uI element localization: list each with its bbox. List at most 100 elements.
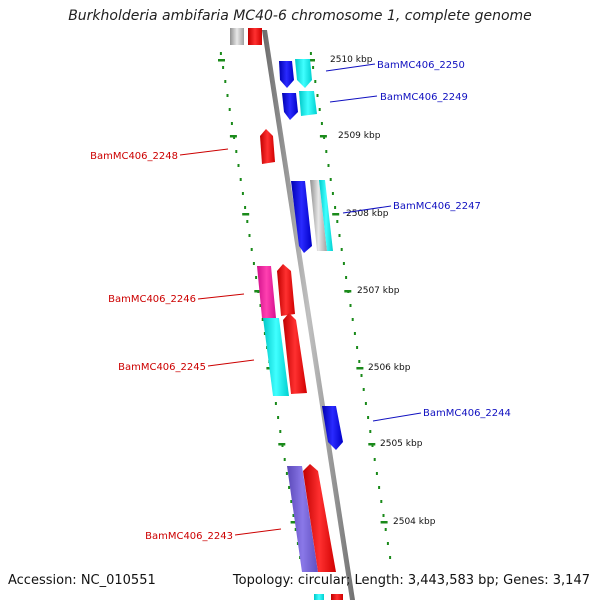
guide-dot — [226, 94, 229, 97]
guide-dot — [369, 430, 372, 433]
gene-2243-arrow[interactable] — [303, 464, 336, 572]
guide-dot — [246, 220, 249, 223]
guide-dot — [259, 304, 262, 307]
kbp-tick — [356, 367, 364, 370]
guide-dot — [239, 178, 242, 181]
kbp-labels: 2510 kbp 2509 kbp 2508 kbp 2507 kbp 2506… — [330, 55, 436, 527]
gene-label-2249[interactable]: BamMC406_2249 — [380, 92, 468, 103]
guide-dot — [279, 430, 282, 433]
gene-label-2244[interactable]: BamMC406_2244 — [423, 408, 511, 419]
guide-dot — [334, 206, 337, 209]
guide-dot — [340, 248, 343, 251]
guide-dot — [283, 458, 286, 461]
guide-dot — [356, 346, 359, 349]
guide-dot — [296, 542, 299, 545]
guide-dot — [362, 388, 365, 391]
gene-2250-arrow[interactable] — [279, 61, 294, 88]
gene-2247-arrow[interactable] — [291, 181, 312, 253]
kbp-label: 2508 kbp — [346, 209, 389, 219]
gene-features — [230, 28, 343, 600]
guide-dot — [325, 150, 328, 153]
guide-dot — [288, 486, 291, 489]
kbp-label: 2504 kbp — [393, 517, 436, 527]
kbp-tick — [332, 213, 340, 216]
guide-dot — [384, 528, 387, 531]
kbp-tick — [344, 290, 352, 293]
leader-2243 — [234, 528, 282, 536]
guide-dot — [237, 164, 240, 167]
guide-dot — [241, 192, 244, 195]
gene-label-2248[interactable]: BamMC406_2248 — [90, 151, 178, 162]
gene-2248-arrow[interactable] — [260, 129, 275, 164]
gene-label-2245[interactable]: BamMC406_2245 — [118, 362, 206, 373]
kbp-tick — [380, 521, 388, 524]
gene-partial-bottom-red[interactable] — [331, 594, 343, 600]
guide-dot — [342, 262, 345, 265]
guide-dot — [252, 262, 255, 265]
gene-2245-arrow[interactable] — [283, 313, 307, 394]
kbp-ticks — [218, 59, 388, 524]
kbp-label: 2506 kbp — [368, 363, 411, 373]
guide-dot — [294, 528, 297, 531]
guide-dot — [309, 52, 312, 55]
kbp-tick — [229, 135, 237, 138]
guide-dot — [277, 416, 280, 419]
kbp-tick — [242, 213, 250, 216]
gene-label-2243[interactable]: BamMC406_2243 — [145, 531, 233, 542]
guide-dot — [382, 514, 385, 517]
guide-dot — [274, 402, 277, 405]
gene-label-2246[interactable]: BamMC406_2246 — [108, 294, 196, 305]
gene-2244-arrow[interactable] — [322, 406, 343, 450]
kbp-tick — [254, 290, 262, 293]
guide-dot — [318, 108, 321, 111]
guide-dot — [386, 542, 389, 545]
guide-dot — [353, 332, 356, 335]
guide-dot — [228, 108, 231, 111]
leader-2247 — [342, 205, 392, 214]
gene-label-2247[interactable]: BamMC406_2247 — [393, 201, 481, 212]
guide-dot — [316, 94, 319, 97]
gene-2246-magenta[interactable] — [257, 266, 276, 318]
guide-dot — [290, 500, 293, 503]
kbp-tick — [218, 59, 225, 62]
gene-2245-cyan[interactable] — [263, 318, 289, 396]
guide-dot — [378, 486, 381, 489]
leader-2246 — [197, 293, 245, 300]
gene-leaders — [179, 63, 422, 536]
gene-2249-cyan[interactable] — [299, 91, 317, 116]
guide-dot — [360, 374, 363, 377]
gene-2247-grey[interactable] — [310, 180, 327, 251]
gene-partial-red[interactable] — [248, 28, 262, 45]
guide-dot — [219, 52, 222, 55]
accession-text: Accession: NC_010551 — [8, 573, 156, 588]
leader-2244 — [372, 412, 422, 422]
guide-dot — [285, 472, 288, 475]
chromosome-backbone — [262, 30, 355, 600]
kbp-tick — [290, 521, 298, 524]
kbp-label: 2510 kbp — [330, 55, 373, 65]
gene-2247-cyan[interactable] — [319, 180, 333, 251]
gene-2250-cyan[interactable] — [295, 59, 312, 88]
guide-dot — [389, 556, 392, 559]
guide-dot — [331, 192, 334, 195]
kbp-tick — [368, 443, 376, 446]
guide-dot — [329, 178, 332, 181]
kbp-label: 2509 kbp — [338, 131, 381, 141]
gene-label-2250[interactable]: BamMC406_2250 — [377, 60, 465, 71]
gene-partial-grey[interactable] — [230, 28, 244, 45]
gene-partial-bottom-cyan[interactable] — [314, 594, 324, 600]
guide-dot — [222, 66, 225, 69]
kbp-tick — [308, 59, 315, 62]
gene-2249-arrow[interactable] — [282, 93, 298, 120]
gene-2243-purple[interactable] — [287, 466, 318, 572]
guide-dot — [320, 122, 323, 125]
guide-dot — [263, 332, 266, 335]
gene-2246-arrow[interactable] — [277, 264, 295, 316]
guide-dot — [349, 304, 352, 307]
guide-dot — [244, 206, 247, 209]
guide-dot — [364, 402, 367, 405]
gene-labels: BamMC406_2250 BamMC406_2249 BamMC406_224… — [90, 60, 511, 542]
genome-summary-text: Topology: circular; Length: 3,443,583 bp… — [232, 573, 590, 588]
guide-dot — [261, 318, 264, 321]
guide-dot — [327, 164, 330, 167]
